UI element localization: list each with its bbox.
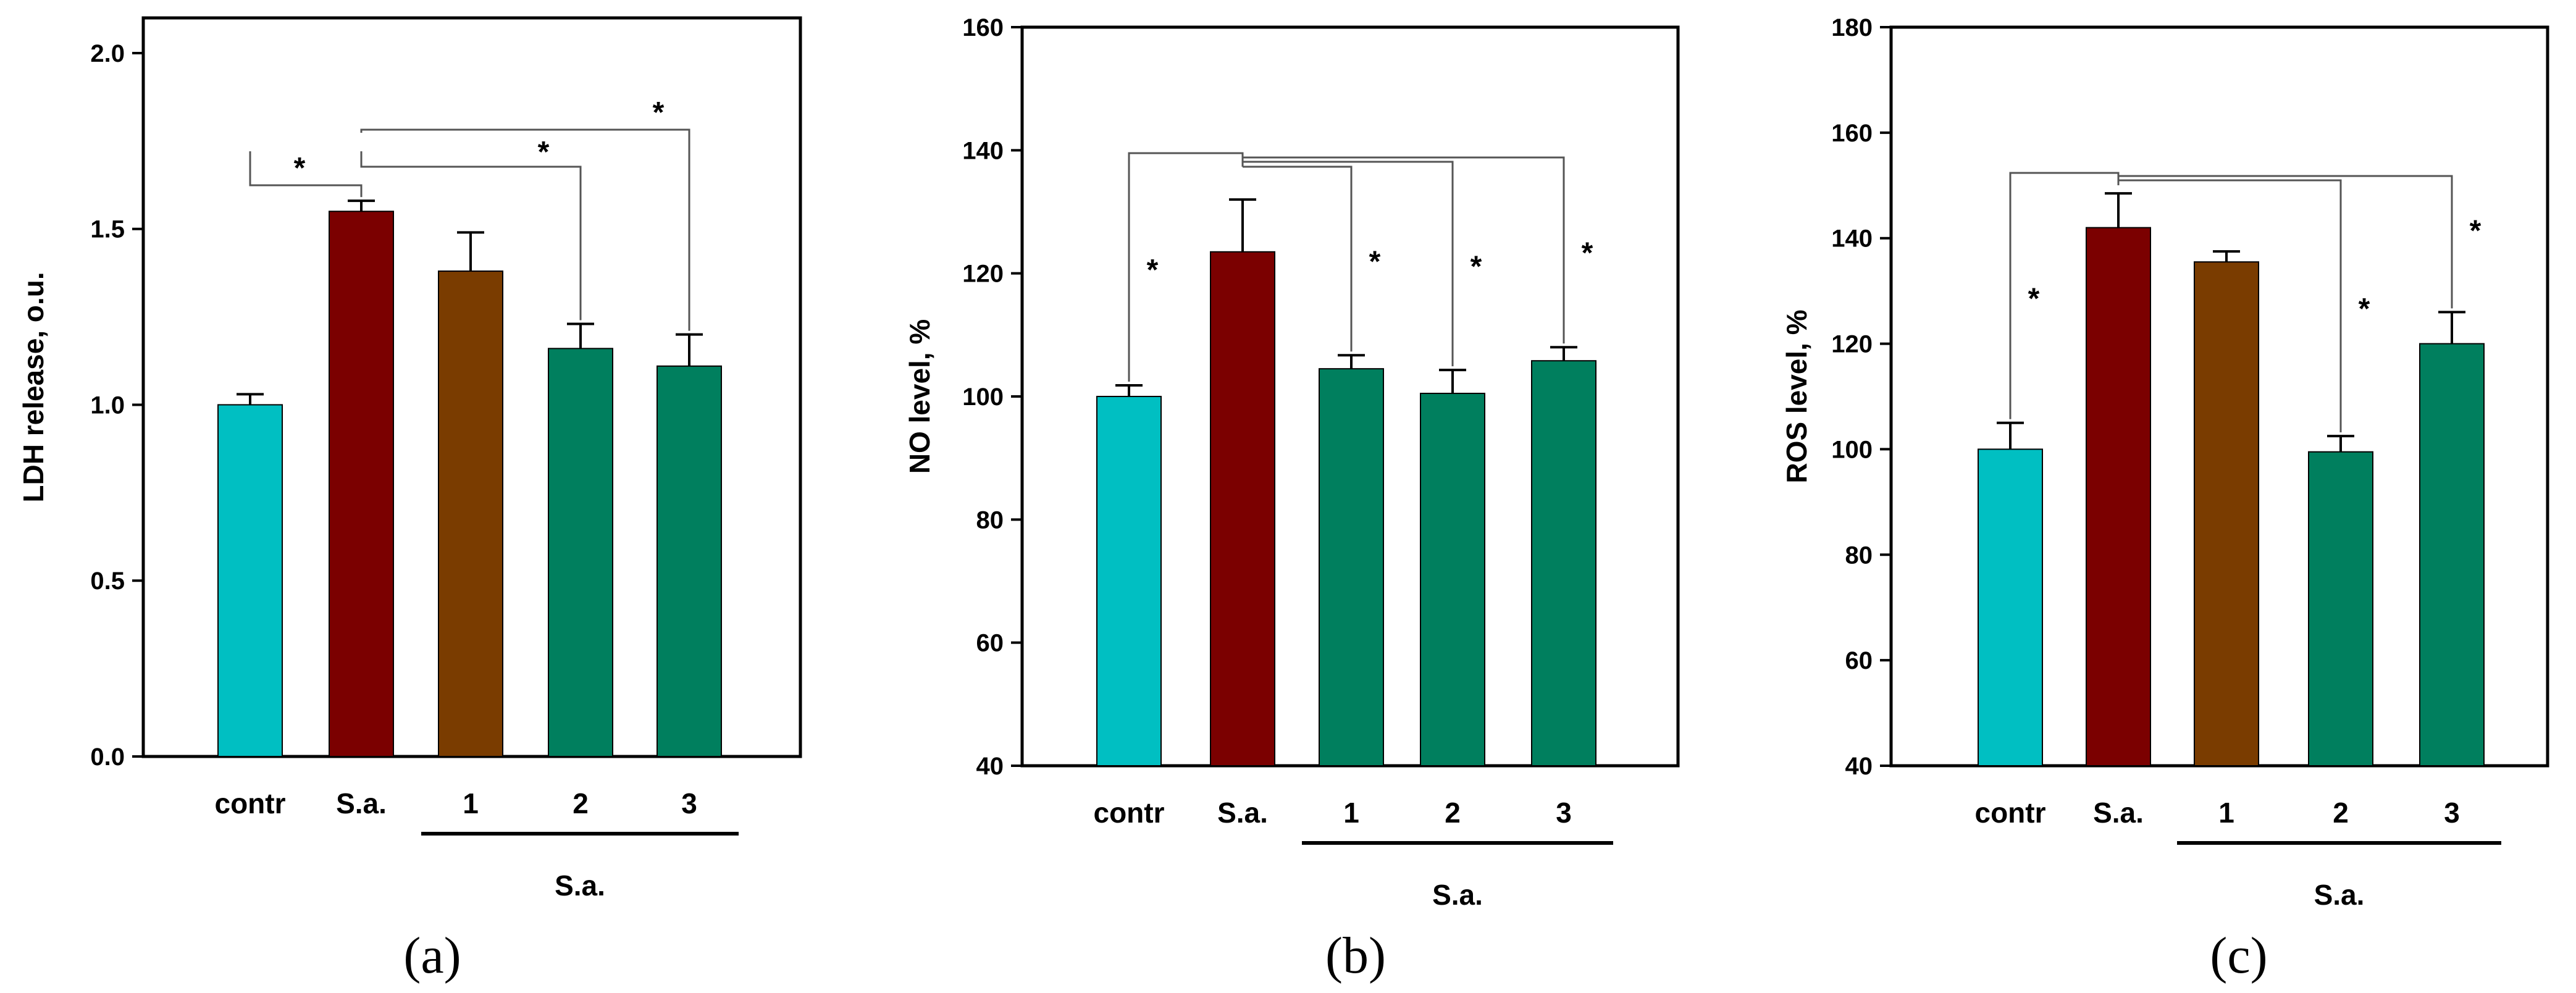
significance-bracket <box>2117 175 2453 309</box>
significance-star: * <box>2470 214 2482 247</box>
y-tick-label: 0.5 <box>90 568 125 595</box>
y-tick-label: 100 <box>1831 436 1873 463</box>
panel-label: (b) <box>1325 927 1386 984</box>
x-category-label: 1 <box>2218 797 2234 829</box>
significance-bracket <box>1243 156 1565 344</box>
x-category-label: 2 <box>1445 797 1461 829</box>
panel-label: (a) <box>403 927 461 984</box>
y-tick-label: 0.0 <box>90 744 125 771</box>
significance-bracket <box>1243 161 1454 367</box>
y-tick-label: 80 <box>976 506 1004 534</box>
y-tick-label: 40 <box>1845 753 1873 780</box>
y-tick-label: 140 <box>1831 225 1873 253</box>
y-tick-label: 60 <box>1845 647 1873 674</box>
significance-bracket <box>360 128 690 331</box>
bar-contr <box>217 404 283 757</box>
significance-star: * <box>294 152 306 185</box>
bar-3 <box>2419 343 2485 766</box>
x-category-label: S.a. <box>336 787 387 819</box>
significance-star: * <box>653 96 665 129</box>
bar-contr <box>1978 448 2043 766</box>
significance-star: * <box>1147 254 1159 287</box>
y-tick-label: 40 <box>976 753 1004 780</box>
x-category-label: contr <box>1094 797 1165 829</box>
significance-bracket <box>1243 166 1353 352</box>
bar-Sa <box>1210 251 1275 766</box>
group-label: S.a. <box>1432 879 1483 911</box>
y-axis-title: LDH release, o.u. <box>17 272 49 502</box>
bar-1 <box>438 270 503 757</box>
group-label: S.a. <box>2314 879 2365 911</box>
bar-3 <box>1531 360 1596 766</box>
y-tick-label: 120 <box>962 261 1004 288</box>
y-tick-label: 160 <box>962 14 1004 41</box>
significance-star: * <box>1471 251 1482 283</box>
y-axis-title: ROS level, % <box>1781 309 1813 483</box>
x-category-label: S.a. <box>1217 797 1268 829</box>
chart-panel-b: 40 60 80 100 120 140 160 NO level, % contr S.a. 1 2… <box>904 14 1680 984</box>
x-category-label: 1 <box>1343 797 1359 829</box>
x-category-label: contr <box>215 787 286 819</box>
y-axis-title: NO level, % <box>904 319 936 474</box>
significance-bracket <box>1128 152 1244 382</box>
x-category-label: 3 <box>681 787 697 819</box>
significance-bracket <box>360 151 582 321</box>
significance-star: * <box>2359 293 2370 325</box>
bar-3 <box>657 365 722 757</box>
x-category-label: 3 <box>2444 797 2460 829</box>
bar-contr <box>1096 396 1162 766</box>
y-tick-label: 100 <box>962 383 1004 411</box>
x-category-label: 3 <box>1556 797 1572 829</box>
group-label: S.a. <box>555 869 605 902</box>
x-category-label: contr <box>1975 797 2046 829</box>
y-tick-label: 1.0 <box>90 392 125 419</box>
y-tick-label: 160 <box>1831 120 1873 147</box>
y-tick-label: 60 <box>976 630 1004 657</box>
significance-bracket <box>2118 179 2342 433</box>
bar-1 <box>2194 261 2259 766</box>
y-tick-label: 1.5 <box>90 216 125 243</box>
bar-Sa <box>329 211 394 757</box>
significance-bracket <box>249 151 363 198</box>
bar-1 <box>1319 368 1384 766</box>
significance-star: * <box>1369 246 1381 279</box>
significance-star: * <box>1582 237 1593 270</box>
bar-2 <box>548 348 613 757</box>
bar-2 <box>1420 393 1485 766</box>
y-tick-label: 2.0 <box>90 40 125 67</box>
bar-2 <box>2308 451 2373 766</box>
significance-star: * <box>2028 282 2040 315</box>
x-category-label: S.a. <box>2093 797 2144 829</box>
x-category-label: 2 <box>2333 797 2349 829</box>
panel-label: (c) <box>2210 927 2267 984</box>
y-tick-label: 120 <box>1831 331 1873 358</box>
chart-panel-c: 40 60 80 100 120 140 160 180 ROS level, % contr S.… <box>1781 14 2549 984</box>
y-tick-label: 180 <box>1831 14 1873 41</box>
x-category-label: 2 <box>573 787 589 819</box>
y-tick-label: 80 <box>1845 542 1873 569</box>
x-category-label: 1 <box>463 787 479 819</box>
significance-star: * <box>538 136 550 169</box>
chart-panel-a: 0.0 0.5 1.0 1.5 2.0 LDH release, o.u. contr S.a… <box>17 16 802 984</box>
bar-Sa <box>2086 227 2151 766</box>
y-tick-label: 140 <box>962 137 1004 164</box>
